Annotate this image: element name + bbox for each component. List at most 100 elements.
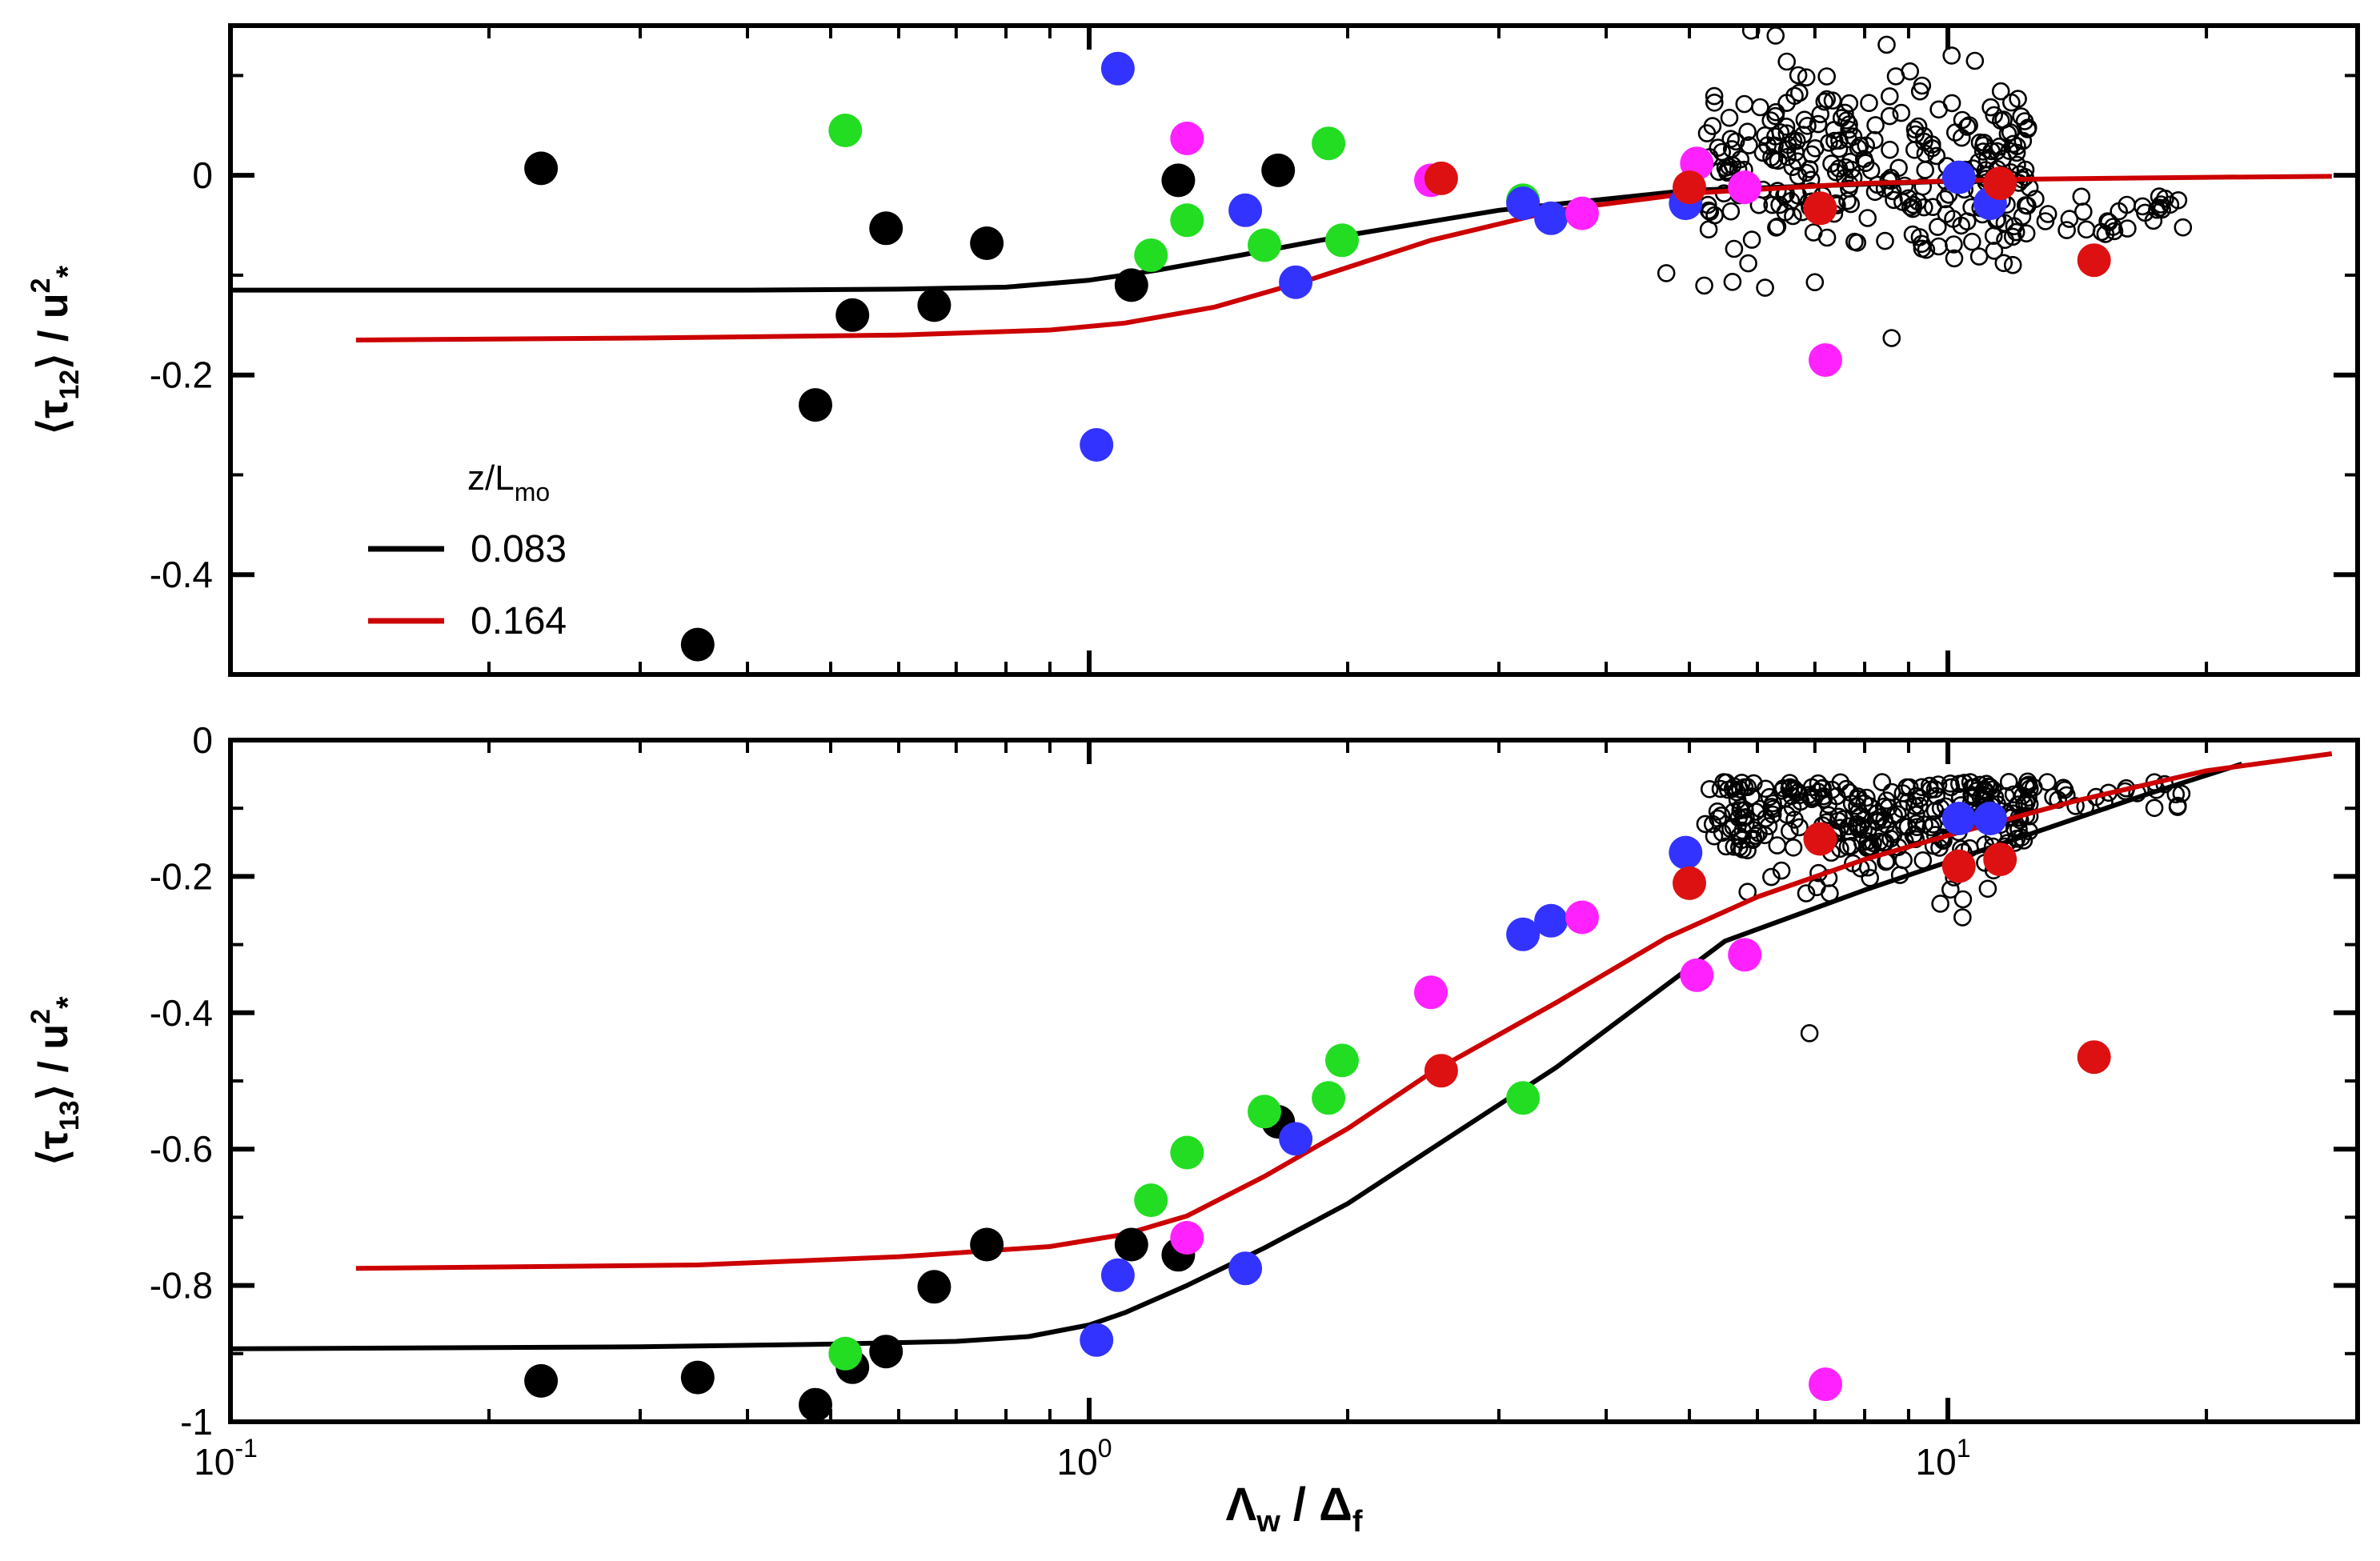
open-circle-point: [1713, 823, 1732, 843]
y-tick-label: -0.8: [150, 1265, 213, 1307]
open-circle-point: [1794, 126, 1813, 144]
open-circle-point: [1705, 86, 1724, 106]
open-circle-point: [1855, 150, 1873, 168]
data-point: [524, 1363, 559, 1398]
data-point: [1161, 163, 1196, 198]
open-circle-point: [2105, 222, 2124, 241]
open-circle-point: [1762, 867, 1781, 887]
data-point: [1325, 1043, 1359, 1078]
data-point: [1673, 170, 1706, 205]
data-point: [1983, 166, 2017, 201]
open-circle-point: [1744, 831, 1762, 849]
data-point: [1941, 160, 1976, 194]
x-axis-title: Λw / Δf: [1226, 1479, 1363, 1539]
data-point: [2077, 1040, 2111, 1075]
open-circle-point: [1950, 774, 1969, 794]
open-circle-point: [1817, 67, 1836, 86]
open-circle-point: [2026, 190, 2045, 208]
open-circle-point: [1900, 778, 1919, 797]
open-circle-point: [1788, 131, 1806, 150]
data-point: [1565, 900, 1599, 935]
open-circle-point: [1778, 147, 1797, 166]
open-circle-point: [1724, 803, 1743, 821]
data-point: [1728, 170, 1762, 205]
open-circle-point: [2019, 775, 2038, 795]
open-circle-point: [1978, 879, 1997, 899]
data-point: [799, 1387, 832, 1422]
open-circle-point: [2148, 200, 2166, 219]
open-circle-point: [1840, 120, 1858, 139]
open-circle-point: [2145, 799, 2164, 818]
data-point: [1803, 191, 1837, 226]
open-circle-point: [1811, 105, 1829, 123]
open-circle-point: [1995, 214, 2014, 233]
open-circle-point: [1798, 117, 1817, 135]
open-circle-point: [1857, 136, 1875, 155]
open-circle-point: [1962, 778, 1981, 797]
data-point: [1080, 428, 1114, 462]
open-circle-point: [1712, 806, 1731, 825]
open-circle-point: [1772, 861, 1791, 880]
open-circle-point: [1858, 209, 1877, 227]
open-circle-point: [1916, 144, 1935, 163]
open-circle-point: [2018, 777, 2037, 795]
open-circle-point: [1723, 272, 1742, 291]
open-circle-point: [1827, 787, 1846, 806]
data-point: [1669, 835, 1703, 870]
series-blue-markers: [1080, 51, 2007, 462]
open-circle-point: [1740, 136, 1758, 154]
x-tick-label: 100: [1057, 1434, 1112, 1483]
open-circle-point: [1905, 141, 1924, 159]
open-circle-point: [1738, 778, 1757, 797]
data-point: [1228, 193, 1263, 227]
data-point: [1424, 1054, 1458, 1088]
y-ticks: 0 -0.2 -0.4 -0.6 -0.8 -1: [150, 719, 2358, 1443]
data-point: [680, 627, 715, 662]
open-circle-point: [1701, 202, 1720, 222]
open-circle-point: [2018, 120, 2037, 138]
open-circle-point: [1733, 773, 1751, 792]
open-circle-point: [1789, 66, 1808, 85]
open-circle-point: [1766, 102, 1785, 122]
open-circle-point: [1819, 806, 1838, 825]
data-point: [1134, 238, 1168, 272]
data-point: [869, 211, 904, 246]
plot-frame: [228, 23, 2360, 677]
open-circle-point: [1892, 103, 1911, 122]
data-point: [2077, 243, 2111, 278]
open-circle-point: [1936, 190, 1954, 209]
open-circle-point: [1829, 807, 1848, 827]
data-point: [1506, 917, 1541, 951]
data-point: [1114, 1227, 1148, 1262]
open-circle-point: [2150, 187, 2169, 206]
data-point: [1673, 866, 1706, 900]
y-axis-title: ⟨τ12⟩ / u2*: [26, 265, 86, 434]
series-line-0-083: [230, 761, 2243, 1351]
open-circle-point: [1905, 120, 1925, 139]
open-circle-point: [2015, 112, 2034, 130]
open-circle-point: [2000, 142, 2019, 160]
open-circle-point: [1909, 192, 1927, 211]
data-point: [1100, 1258, 1135, 1292]
open-circle-point: [1840, 94, 1859, 113]
open-circle-point: [2174, 218, 2193, 237]
open-circle-point: [1960, 116, 1978, 134]
data-point: [1248, 1095, 1281, 1129]
open-circle-point: [2017, 224, 2036, 243]
series-red-markers: [1424, 822, 2111, 1088]
open-circle-point: [1945, 235, 1963, 254]
open-circle-point: [1881, 87, 1899, 106]
data-point: [1803, 822, 1837, 856]
open-circle-point: [2074, 202, 2093, 221]
open-circle-point: [1808, 878, 1826, 897]
open-circle-point: [1742, 230, 1761, 249]
open-circle-point: [1839, 817, 1858, 835]
data-point: [1134, 1183, 1168, 1218]
y-tick-label: 0: [192, 719, 213, 761]
open-circle-point: [1945, 249, 1964, 268]
data-point: [970, 1227, 1004, 1262]
open-circle-point: [1700, 779, 1719, 799]
open-circle-point: [1788, 152, 1807, 170]
data-point: [1809, 343, 1842, 377]
